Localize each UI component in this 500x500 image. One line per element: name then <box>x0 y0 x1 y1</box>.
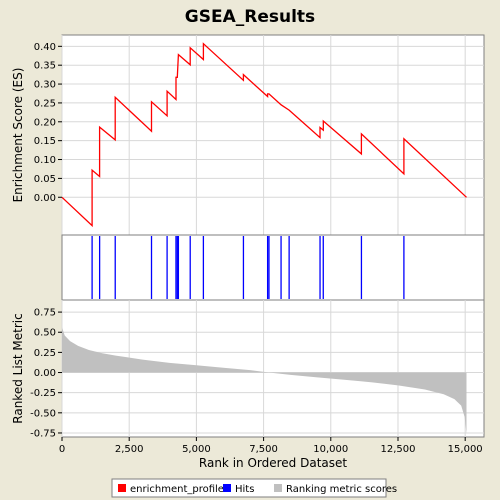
enrichment-y-tick-label: 0.30 <box>34 80 56 91</box>
x-tick-label: 2,500 <box>115 444 144 455</box>
enrichment-y-tick-label: 0.00 <box>34 193 56 204</box>
x-axis-ticks: 0 2,500 5,000 7,500 10,000 12,500 15,000 <box>59 437 483 455</box>
enrichment-y-tick-label: 0.40 <box>34 42 56 53</box>
ranking-y-tick-label: 0.50 <box>34 328 56 339</box>
x-axis-label: Rank in Ordered Dataset <box>199 456 347 470</box>
enrichment-panel: 0.00 0.05 0.10 0.15 0.20 0.25 0.30 0.35 0.40 Enr… <box>11 34 485 236</box>
ranking-panel: -0.75 -0.50 -0.25 0.00 0.25 0.50 0.75 0 2,500 5,… <box>11 299 485 455</box>
legend: enrichment_profile Hits Ranking metric sco… <box>111 478 397 498</box>
ranking-y-tick-label: 0.25 <box>34 348 56 359</box>
legend-items: enrichment_profile Hits Ranking metric sco… <box>118 484 397 495</box>
legend-swatch <box>223 484 231 492</box>
legend-label: Ranking metric scores <box>286 484 397 495</box>
enrichment-y-tick-label: 0.35 <box>34 61 56 72</box>
ranking-y-tick-label: 0.00 <box>34 368 56 379</box>
enrichment-y-axis-label: Enrichment Score (ES) <box>11 68 25 203</box>
ranking-y-ticks: -0.75 -0.50 -0.25 0.00 0.25 0.50 0.75 <box>30 308 62 439</box>
hits-plot-area <box>61 234 485 301</box>
ranking-metric-area <box>62 327 467 434</box>
hits-panel <box>61 234 485 301</box>
legend-swatch <box>118 484 126 492</box>
enrichment-profile-line <box>61 42 467 228</box>
x-tick-label: 0 <box>59 444 65 455</box>
x-tick-label: 15,000 <box>448 444 483 455</box>
enrichment-y-tick-label: 0.20 <box>34 117 56 128</box>
ranking-y-tick-label: -0.25 <box>30 388 56 399</box>
enrichment-y-ticks: 0.00 0.05 0.10 0.15 0.20 0.25 0.30 0.35 0.40 <box>34 42 62 204</box>
ranking-y-tick-label: -0.75 <box>30 428 56 439</box>
legend-label: enrichment_profile <box>130 484 224 495</box>
enrichment-y-tick-label: 0.05 <box>34 174 56 185</box>
enrichment-y-tick-label: 0.15 <box>34 136 56 147</box>
enrichment-y-tick-label: 0.10 <box>34 155 56 166</box>
legend-swatch <box>274 484 282 492</box>
x-tick-label: 7,500 <box>249 444 278 455</box>
enrichment-y-tick-label: 0.25 <box>34 98 56 109</box>
ranking-y-tick-label: -0.50 <box>30 408 56 419</box>
ranking-y-axis-label: Ranked List Metric <box>11 313 25 423</box>
x-tick-label: 5,000 <box>182 444 211 455</box>
x-tick-label: 12,500 <box>380 444 415 455</box>
x-tick-label: 10,000 <box>313 444 348 455</box>
hit-lines <box>91 236 405 299</box>
chart-title: GSEA_Results <box>185 7 315 27</box>
enrichment-plot-area <box>61 34 485 236</box>
enrichment-gridlines <box>61 35 484 235</box>
legend-label: Hits <box>235 484 254 495</box>
legend-box <box>111 478 387 498</box>
ranking-y-tick-label: 0.75 <box>34 308 56 319</box>
